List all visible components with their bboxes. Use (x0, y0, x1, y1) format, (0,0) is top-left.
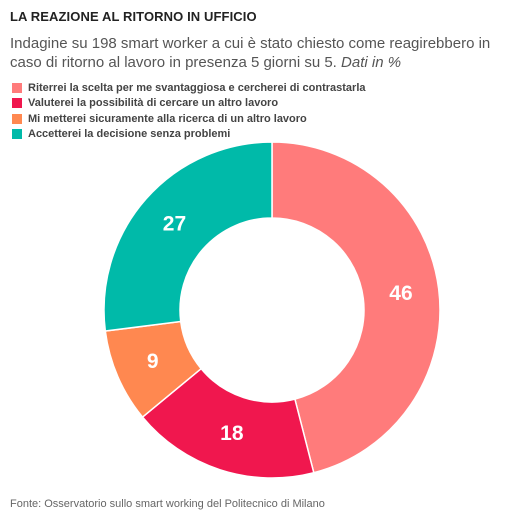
donut-chart: 46 18 9 27 (103, 141, 441, 479)
legend-label: Mi metterei sicuramente alla ricerca di … (28, 112, 307, 125)
slice-value-label: 18 (220, 422, 244, 445)
source-note: Fonte: Osservatorio sullo smart working … (10, 498, 325, 510)
donut-slice (103, 141, 273, 332)
legend-swatch (12, 82, 22, 93)
chart-title: LA REAZIONE AL RITORNO IN UFFICIO (10, 9, 257, 24)
slice-value-label: 46 (389, 282, 412, 305)
slice-value-label: 9 (147, 350, 159, 373)
legend-item: Mi metterei sicuramente alla ricerca di … (12, 111, 366, 127)
legend-item: Accetterei la decisione senza problemi (12, 127, 366, 143)
legend-swatch (12, 113, 22, 124)
subtitle-text: Indagine su 198 smart worker a cui è sta… (10, 35, 491, 71)
legend-label: Accetterei la decisione senza problemi (28, 128, 231, 141)
legend-label: Riterrei la scelta per me svantaggiosa e… (28, 81, 366, 94)
legend-swatch (12, 129, 22, 140)
legend-swatch (12, 98, 22, 109)
legend-item: Riterrei la scelta per me svantaggiosa e… (12, 80, 366, 96)
slice-value-label: 27 (163, 213, 186, 236)
chart-legend: Riterrei la scelta per me svantaggiosa e… (12, 80, 366, 142)
legend-label: Valuterei la possibilità di cercare un a… (28, 97, 279, 110)
legend-item: Valuterei la possibilità di cercare un a… (12, 96, 366, 112)
subtitle-unit: Dati in % (341, 54, 402, 71)
donut-slice (271, 141, 441, 474)
chart-subtitle: Indagine su 198 smart worker a cui è sta… (10, 34, 515, 72)
